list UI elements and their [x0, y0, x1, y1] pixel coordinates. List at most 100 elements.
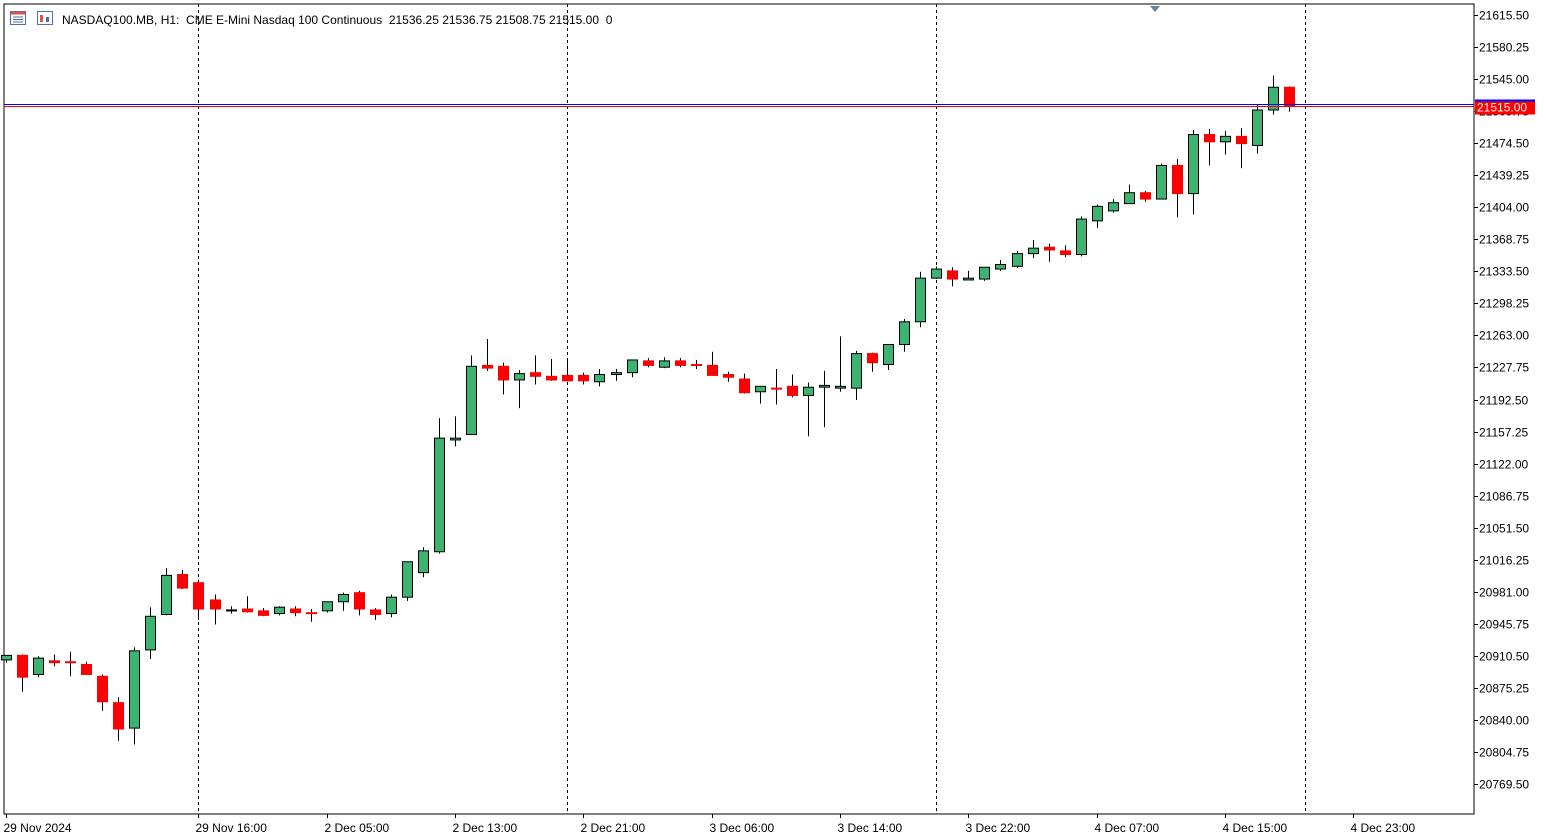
- bid-price-marker: [1475, 99, 1535, 103]
- price-tick-label: 21086.75: [1479, 490, 1529, 504]
- bear-candle-body: [498, 365, 509, 381]
- bear-candle-body: [1204, 134, 1215, 143]
- bull-candle-body: [1, 654, 12, 661]
- candle: [113, 697, 124, 741]
- price-tick-label: 20945.75: [1479, 618, 1529, 632]
- instrument-description: CME E-Mini Nasdaq 100 Continuous: [186, 13, 383, 27]
- time-axis[interactable]: 29 Nov 2024 29 Nov 16:00 2 Dec 05:00 2 Dec …: [4, 814, 1416, 835]
- candle: [386, 594, 397, 618]
- candle: [49, 654, 60, 667]
- candle: [643, 358, 654, 368]
- price-tick-label: 20840.00: [1479, 714, 1529, 728]
- bear-candle-body: [1060, 250, 1071, 256]
- bear-candle-body: [290, 608, 301, 614]
- bear-candle-body: [723, 374, 734, 378]
- price-tick-label: 21016.25: [1479, 554, 1529, 568]
- candle: [1252, 104, 1263, 154]
- candle: [1076, 216, 1087, 257]
- price-tick-label: 21368.75: [1479, 233, 1529, 247]
- price-tick-label: 20981.00: [1479, 586, 1529, 600]
- bear-candle-body: [65, 661, 76, 664]
- candle: [739, 373, 750, 394]
- candle: [578, 372, 589, 385]
- price-tick-label: 21615.50: [1479, 9, 1529, 23]
- candle: [867, 352, 878, 372]
- bull-candle-body: [1252, 109, 1263, 146]
- candle: [819, 370, 830, 428]
- candle: [835, 336, 846, 392]
- candle: [1108, 199, 1119, 213]
- price-tick-label: 21263.00: [1479, 329, 1529, 343]
- bull-candle-body: [851, 353, 862, 389]
- bear-candle-body: [1140, 192, 1151, 200]
- candle: [129, 647, 140, 745]
- bear-candle-body: [258, 610, 269, 616]
- bull-candle-body: [145, 615, 156, 651]
- candle: [466, 355, 477, 435]
- bull-candle-body: [434, 437, 445, 553]
- price-tick-label: 21439.25: [1479, 169, 1529, 183]
- candle: [290, 606, 301, 617]
- candles: [1, 75, 1295, 745]
- bear-candle-body: [193, 582, 204, 610]
- candle: [450, 416, 461, 447]
- bull-candle-body: [611, 372, 622, 376]
- bull-candle-body: [514, 373, 525, 381]
- candle: [675, 358, 686, 368]
- bull-candle-body: [466, 365, 477, 435]
- bear-candle-body: [578, 374, 589, 382]
- time-tick-label: 4 Dec 07:00: [1095, 821, 1160, 835]
- time-tick-label: 4 Dec 15:00: [1223, 821, 1288, 835]
- time-tick-label: 29 Nov 2024: [4, 821, 72, 835]
- price-tick-label: 21545.00: [1479, 73, 1529, 87]
- price-tick-label: 21474.50: [1479, 137, 1529, 151]
- bull-candle-body: [1156, 164, 1167, 200]
- candle: [1028, 239, 1039, 259]
- bull-candle-body: [835, 385, 846, 389]
- bull-candle-body: [418, 550, 429, 574]
- candle: [659, 357, 670, 369]
- time-tick-label: 2 Dec 21:00: [581, 821, 646, 835]
- bull-candle-body: [979, 266, 990, 280]
- bear-candle-body: [1236, 135, 1247, 145]
- price-tick-label: 21298.25: [1479, 297, 1529, 311]
- candle: [1044, 243, 1055, 262]
- candle: [979, 266, 990, 281]
- price-line-group: [4, 104, 1474, 107]
- candle: [627, 359, 638, 378]
- bull-candle-body: [659, 360, 670, 368]
- candle: [1220, 130, 1231, 155]
- bull-candle-body: [1012, 253, 1023, 267]
- bear-candle-body: [643, 360, 654, 366]
- bull-candle-body: [402, 561, 413, 598]
- volume-value: 0: [605, 13, 613, 27]
- bull-candle-body: [627, 359, 638, 374]
- chart-shift-marker-icon[interactable]: [1150, 6, 1160, 12]
- indicator-icon[interactable]: [37, 11, 53, 25]
- price-axis[interactable]: 21615.5021580.2521545.0021509.7521474.50…: [1474, 9, 1535, 792]
- candle: [306, 609, 317, 622]
- bear-candle-body: [739, 378, 750, 394]
- chart-legend: NASDAQ100.MB, H1: CME E-Mini Nasdaq 100 …: [62, 13, 612, 27]
- bear-candle-body: [1044, 246, 1055, 251]
- candle: [1156, 163, 1167, 200]
- candle: [1124, 184, 1135, 205]
- bear-candle-body: [97, 675, 108, 703]
- candle: [258, 608, 269, 617]
- bear-candle-body: [867, 353, 878, 364]
- bear-candle-body: [546, 375, 557, 381]
- candle: [899, 319, 910, 352]
- bear-candle-body: [370, 609, 381, 615]
- chart-window-icon[interactable]: [10, 11, 26, 25]
- bull-candle-body: [883, 344, 894, 366]
- time-tick-label: 2 Dec 05:00: [325, 821, 390, 835]
- bull-candle-body: [226, 609, 237, 612]
- candle: [418, 547, 429, 578]
- candle: [145, 607, 156, 660]
- bull-candle-body: [1108, 202, 1119, 212]
- bear-candle-body: [242, 608, 253, 613]
- bull-candle-body: [899, 321, 910, 346]
- candle: [1092, 204, 1103, 229]
- candle: [81, 661, 92, 675]
